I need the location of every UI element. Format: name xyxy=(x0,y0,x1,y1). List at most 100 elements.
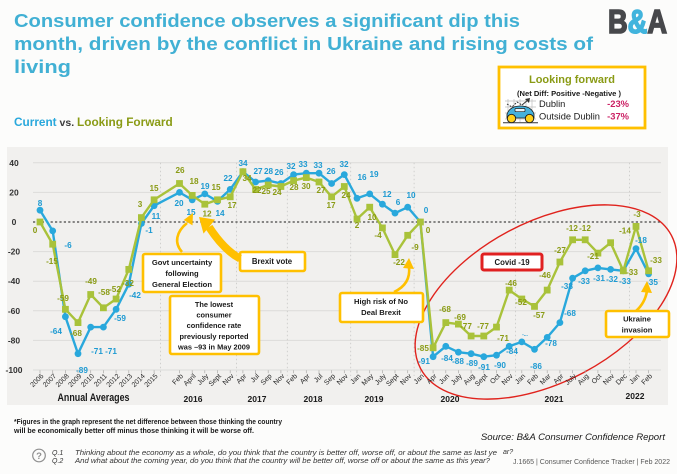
svg-text:-57: -57 xyxy=(533,311,545,320)
svg-text:33: 33 xyxy=(313,161,323,170)
svg-text:confidence rate: confidence rate xyxy=(187,321,242,330)
svg-text:-64: -64 xyxy=(50,327,62,336)
svg-text:-3: -3 xyxy=(633,210,641,219)
svg-text:Dublin: Dublin xyxy=(539,99,565,109)
svg-text:32: 32 xyxy=(339,160,349,169)
svg-text:10: 10 xyxy=(367,213,377,222)
svg-text:*Figures in the graph represen: *Figures in the graph represent the net … xyxy=(14,417,282,426)
svg-text:Deal Brexit: Deal Brexit xyxy=(361,308,401,317)
svg-text:-89: -89 xyxy=(76,366,88,375)
svg-text:-52: -52 xyxy=(515,298,527,307)
svg-text:Jul: Jul xyxy=(250,373,262,385)
svg-text:living: living xyxy=(14,57,71,77)
svg-text:27: 27 xyxy=(316,186,326,195)
svg-text:-9: -9 xyxy=(411,243,419,252)
svg-text:-37%: -37% xyxy=(607,111,630,122)
svg-text:-38: -38 xyxy=(561,282,573,291)
svg-text:6: 6 xyxy=(396,198,401,207)
svg-text:-12: -12 xyxy=(566,224,578,233)
svg-text:34: 34 xyxy=(238,159,248,168)
svg-text:Ukraine: Ukraine xyxy=(623,315,651,324)
svg-text:?: ? xyxy=(36,451,42,462)
svg-text:0: 0 xyxy=(12,217,17,227)
svg-text:27: 27 xyxy=(253,167,263,176)
svg-text:(Net Diff: Positive -Negative: (Net Diff: Positive -Negative ) xyxy=(517,89,621,98)
svg-text:14: 14 xyxy=(215,209,225,218)
svg-text:-20: -20 xyxy=(8,247,21,257)
svg-text:33: 33 xyxy=(298,160,308,169)
svg-text:Consumer confidence observes a: Consumer confidence observes a significa… xyxy=(14,11,520,31)
svg-text:Jul: Jul xyxy=(313,373,325,385)
svg-text:-89: -89 xyxy=(466,359,478,368)
svg-text:-21: -21 xyxy=(587,252,599,261)
svg-text:-46: -46 xyxy=(505,279,517,288)
svg-text:-31: -31 xyxy=(593,274,605,283)
svg-text:-71: -71 xyxy=(105,347,117,356)
svg-text:-60: -60 xyxy=(8,306,21,316)
svg-text:-71: -71 xyxy=(497,334,509,343)
svg-text:-35: -35 xyxy=(646,278,658,287)
svg-text:3: 3 xyxy=(138,200,143,209)
svg-text:2017: 2017 xyxy=(248,394,267,404)
svg-text:-68: -68 xyxy=(564,309,576,318)
svg-text:15: 15 xyxy=(186,208,196,217)
svg-text:-77: -77 xyxy=(477,322,489,331)
svg-text:-14: -14 xyxy=(619,227,631,236)
svg-text:Q.2: Q.2 xyxy=(52,458,63,465)
svg-text:-91: -91 xyxy=(478,363,490,372)
svg-text:-69: -69 xyxy=(454,313,466,322)
svg-text:And what about the coming year: And what about the coming year, do you t… xyxy=(74,458,490,465)
svg-text:J.1665 | Consumer Confidence T: J.1665 | Consumer Confidence Tracker | F… xyxy=(513,459,670,466)
svg-text:-32: -32 xyxy=(122,279,134,288)
svg-text:Source: B&A Consumer Confidenc: Source: B&A Consumer Confidence Report xyxy=(481,432,665,443)
svg-text:Govt uncertainty: Govt uncertainty xyxy=(152,258,213,267)
svg-text:-78: -78 xyxy=(545,339,557,348)
svg-text:-23%: -23% xyxy=(607,98,630,109)
svg-text:was –93 in May 2009: was –93 in May 2009 xyxy=(177,342,250,351)
svg-text:Brexit vote: Brexit vote xyxy=(252,257,293,266)
svg-text:-33: -33 xyxy=(626,268,638,277)
svg-text:-33: -33 xyxy=(619,277,631,286)
svg-text:12: 12 xyxy=(382,190,392,199)
svg-text:10: 10 xyxy=(406,191,416,200)
svg-text:30: 30 xyxy=(301,182,311,191)
svg-text:-86: -86 xyxy=(530,362,542,371)
svg-text:17: 17 xyxy=(227,201,237,210)
svg-text:will be economically better of: will be economically better off minus th… xyxy=(13,426,254,435)
svg-text:-1: -1 xyxy=(145,226,153,235)
svg-text:Covid -19: Covid -19 xyxy=(494,258,530,267)
svg-text:invasion: invasion xyxy=(622,326,653,335)
svg-text:-4: -4 xyxy=(374,231,382,240)
svg-text:-59: -59 xyxy=(114,314,126,323)
svg-text:11: 11 xyxy=(152,212,161,221)
svg-text:22: 22 xyxy=(223,174,233,183)
svg-text:-58: -58 xyxy=(98,288,110,297)
svg-text:22: 22 xyxy=(252,186,262,195)
svg-text:-68: -68 xyxy=(439,305,451,314)
svg-text:2019: 2019 xyxy=(365,394,384,404)
svg-text:20: 20 xyxy=(174,199,184,208)
svg-text:-84: -84 xyxy=(506,347,518,356)
svg-text:-27: -27 xyxy=(554,246,566,255)
svg-text:2022: 2022 xyxy=(626,391,645,401)
svg-text:2: 2 xyxy=(355,221,360,230)
svg-text:40: 40 xyxy=(9,158,19,168)
svg-text:Looking forward: Looking forward xyxy=(529,74,615,86)
svg-text:previously reported: previously reported xyxy=(180,332,249,341)
svg-text:-22: -22 xyxy=(393,258,405,267)
svg-text:-...: -... xyxy=(522,332,528,338)
svg-text:19: 19 xyxy=(369,170,379,179)
svg-text:18: 18 xyxy=(189,177,199,186)
svg-text:-88: -88 xyxy=(452,357,464,366)
svg-text:Annual Averages: Annual Averages xyxy=(58,392,130,404)
svg-text:Outside Dublin: Outside Dublin xyxy=(539,112,600,122)
svg-text:-33: -33 xyxy=(578,277,590,286)
svg-text:-42: -42 xyxy=(129,291,141,300)
svg-text:16: 16 xyxy=(357,173,367,182)
svg-text:month, driven by the conflict: month, driven by the conflict in Ukraine… xyxy=(14,34,594,54)
svg-text:B&A: B&A xyxy=(608,3,667,40)
svg-text:28: 28 xyxy=(289,183,299,192)
svg-text:32: 32 xyxy=(286,162,296,171)
svg-text:-49: -49 xyxy=(85,277,97,286)
svg-text:General Election: General Election xyxy=(152,280,212,289)
